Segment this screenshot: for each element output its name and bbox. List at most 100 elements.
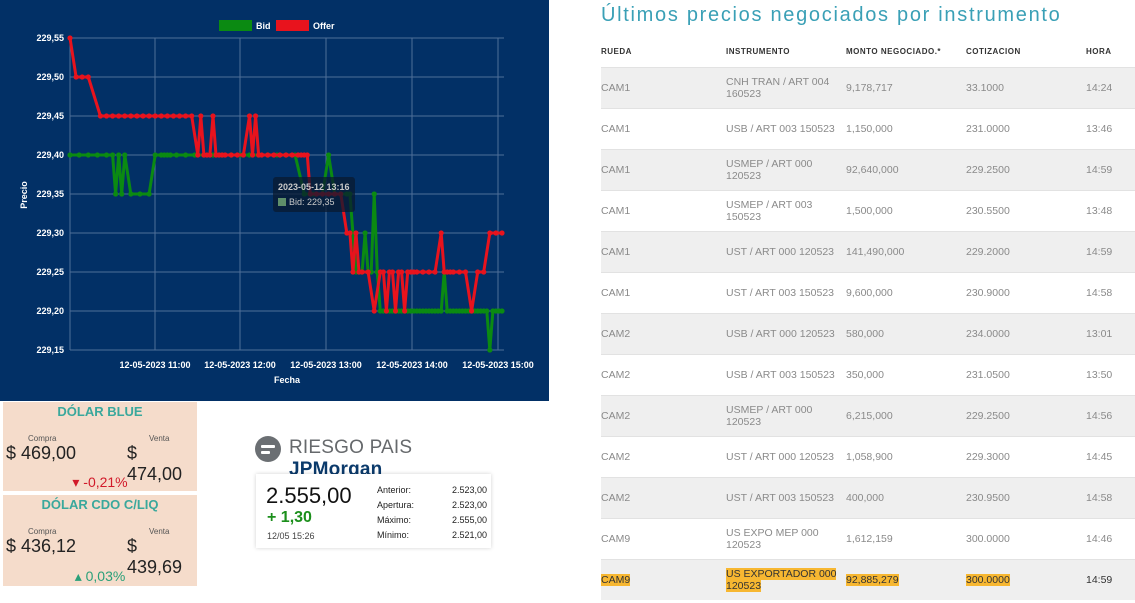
table-header-row: RUEDA INSTRUMENTO MONTO NEGOCIADO.* COTI… — [601, 36, 1135, 67]
cell-instrumento: USB / ART 003 150523 — [726, 107, 846, 149]
table-row[interactable]: CAM9 US EXPO MEP 000 120523 1,612,159 30… — [601, 517, 1135, 559]
cell-hora: 13:50 — [1086, 353, 1135, 395]
y-tick-label: 229,55 — [36, 33, 64, 43]
data-point-offer — [207, 152, 213, 158]
dolar-ccl-variation: ▴ 0,03% — [74, 568, 126, 584]
data-point-bid — [183, 152, 189, 158]
cell-monto: 580,000 — [846, 312, 966, 354]
table-row[interactable]: CAM2 USB / ART 003 150523 350,000 231.05… — [601, 353, 1135, 395]
legend-label-bid[interactable]: Bid — [256, 21, 271, 31]
data-point-offer — [277, 152, 283, 158]
header-monto[interactable]: MONTO NEGOCIADO.* — [846, 46, 942, 56]
y-tick-label: 229,25 — [36, 267, 64, 277]
data-point-bid — [76, 152, 82, 158]
table-row[interactable]: CAM1 USB / ART 003 150523 1,150,000 231.… — [601, 107, 1135, 149]
data-point-bid — [122, 152, 128, 158]
data-point-offer — [414, 269, 420, 275]
cell-rueda: CAM1 — [601, 148, 726, 190]
tooltip-box — [273, 177, 355, 212]
cell-monto: 350,000 — [846, 353, 966, 395]
cell-cotizacion: 230.5500 — [966, 189, 1086, 231]
data-point-offer — [353, 230, 359, 236]
dolar-ccl-title: DÓLAR CDO C/LIQ — [41, 497, 159, 512]
data-point-offer — [85, 74, 91, 80]
data-point-offer — [399, 269, 405, 275]
highlight-mark: CAM9 — [601, 573, 631, 586]
table-row[interactable]: CAM2 USMEP / ART 000 120523 6,215,000 22… — [601, 394, 1135, 436]
table-row[interactable]: CAM2 UST / ART 000 120523 1,058,900 229.… — [601, 435, 1135, 477]
y-tick-label: 229,30 — [36, 228, 64, 238]
cell-monto: 9,600,000 — [846, 271, 966, 313]
cell-monto: 6,215,000 — [846, 394, 966, 436]
cell-monto: 9,178,717 — [846, 66, 966, 108]
riesgo-stat-apertura: Apertura: 2.523,00 — [377, 500, 487, 510]
cell-cotizacion: 234.0000 — [966, 312, 1086, 354]
cell-monto: 400,000 — [846, 476, 966, 518]
data-point-offer — [249, 152, 256, 158]
riesgo-stat-label: Mínimo: — [377, 530, 410, 540]
cell-instrumento: USMEP / ART 000 120523 — [726, 148, 846, 190]
data-point-bid — [67, 152, 73, 158]
cell-instrumento: UST / ART 003 150523 — [726, 271, 846, 313]
table-row[interactable]: CAM1 USMEP / ART 000 120523 92,640,000 2… — [601, 148, 1135, 190]
data-point-offer — [234, 152, 240, 158]
data-point-offer — [468, 308, 475, 314]
tooltip-swatch — [278, 198, 286, 206]
dolar-blue-card[interactable]: DÓLAR BLUE Compra Venta $ 469,00 $ 474,0… — [3, 402, 197, 491]
data-point-offer — [128, 113, 134, 119]
cell-rueda: CAM2 — [601, 312, 726, 354]
data-point-offer — [210, 113, 216, 119]
x-tick-label: 12-05-2023 15:00 — [462, 360, 534, 370]
riesgo-stat-anterior: Anterior: 2.523,00 — [377, 485, 487, 495]
data-point-offer — [134, 113, 140, 119]
data-point-offer — [383, 308, 389, 314]
data-point-offer — [67, 35, 73, 41]
data-point-bid — [487, 347, 493, 353]
header-instrumento[interactable]: INSTRUMENTO — [726, 46, 791, 56]
table-row[interactable]: CAM1 USMEP / ART 003 150523 1,500,000 23… — [601, 189, 1135, 231]
table-row[interactable]: CAM2 UST / ART 003 150523 400,000 230.95… — [601, 476, 1135, 518]
header-hora[interactable]: HORA — [1086, 46, 1112, 56]
cell-hora: 13:01 — [1086, 312, 1135, 354]
table-row[interactable]: CAM1 CNH TRAN / ART 004 160523 9,178,717… — [601, 66, 1135, 108]
data-point-offer — [462, 269, 469, 275]
data-point-offer — [365, 269, 371, 275]
cell-cotizacion: 231.0000 — [966, 107, 1086, 149]
y-tick-label: 229,40 — [36, 150, 64, 160]
data-point-offer — [265, 152, 271, 158]
data-point-bid — [325, 152, 332, 158]
dolar-ccl-card[interactable]: DÓLAR CDO C/LIQ Compra Venta $ 436,12 $ … — [3, 495, 197, 586]
data-point-bid — [146, 191, 152, 197]
table-row[interactable]: CAM1 UST / ART 000 120523 141,490,000 22… — [601, 230, 1135, 272]
table-row[interactable]: CAM2 USB / ART 000 120523 580,000 234.00… — [601, 312, 1135, 354]
y-axis-title: Precio — [19, 181, 29, 209]
cell-cotizacion: 230.9500 — [966, 476, 1086, 518]
data-point-bid — [371, 191, 377, 197]
cell-hora: 14:24 — [1086, 66, 1135, 108]
dolar-blue-variation: ▾ -0,21% — [72, 474, 128, 490]
dolar-blue-title: DÓLAR BLUE — [57, 404, 143, 419]
cell-instrumento: USB / ART 003 150523 — [726, 353, 846, 395]
data-point-offer — [487, 230, 493, 236]
cell-instrumento: UST / ART 003 150523 — [726, 476, 846, 518]
riesgo-pais-widget[interactable]: RIESGO PAIS JPMorgan 2.555,00 + 1,30 12/… — [253, 430, 493, 550]
data-point-offer — [198, 113, 204, 119]
riesgo-stat-label: Apertura: — [377, 500, 415, 510]
data-point-offer — [389, 269, 396, 275]
cell-instrumento: UST / ART 000 120523 — [726, 230, 846, 272]
data-point-offer — [347, 230, 353, 236]
price-chart[interactable]: 229,55 229,50 229,45 229,40 229,35 229,30 229,… — [0, 0, 549, 401]
y-tick-label: 229,20 — [36, 306, 64, 316]
cell-hora: 14:58 — [1086, 476, 1135, 518]
cell-rueda: CAM2 — [601, 435, 726, 477]
riesgo-stat-label: Máximo: — [377, 515, 412, 525]
header-cotizacion[interactable]: COTIZACION — [966, 46, 1021, 56]
cell-rueda: CAM1 — [601, 66, 726, 108]
riesgo-stat-value: 2.521,00 — [451, 530, 487, 540]
riesgo-stat-label: Anterior: — [377, 485, 412, 495]
legend-label-offer[interactable]: Offer — [313, 21, 335, 31]
data-point-offer — [228, 152, 234, 158]
table-row-highlighted[interactable]: CAM9 US EXPORTADOR 000 120523 92,885,279… — [601, 558, 1135, 600]
table-row[interactable]: CAM1 UST / ART 003 150523 9,600,000 230.… — [601, 271, 1135, 313]
header-rueda[interactable]: RUEDA — [601, 46, 632, 56]
